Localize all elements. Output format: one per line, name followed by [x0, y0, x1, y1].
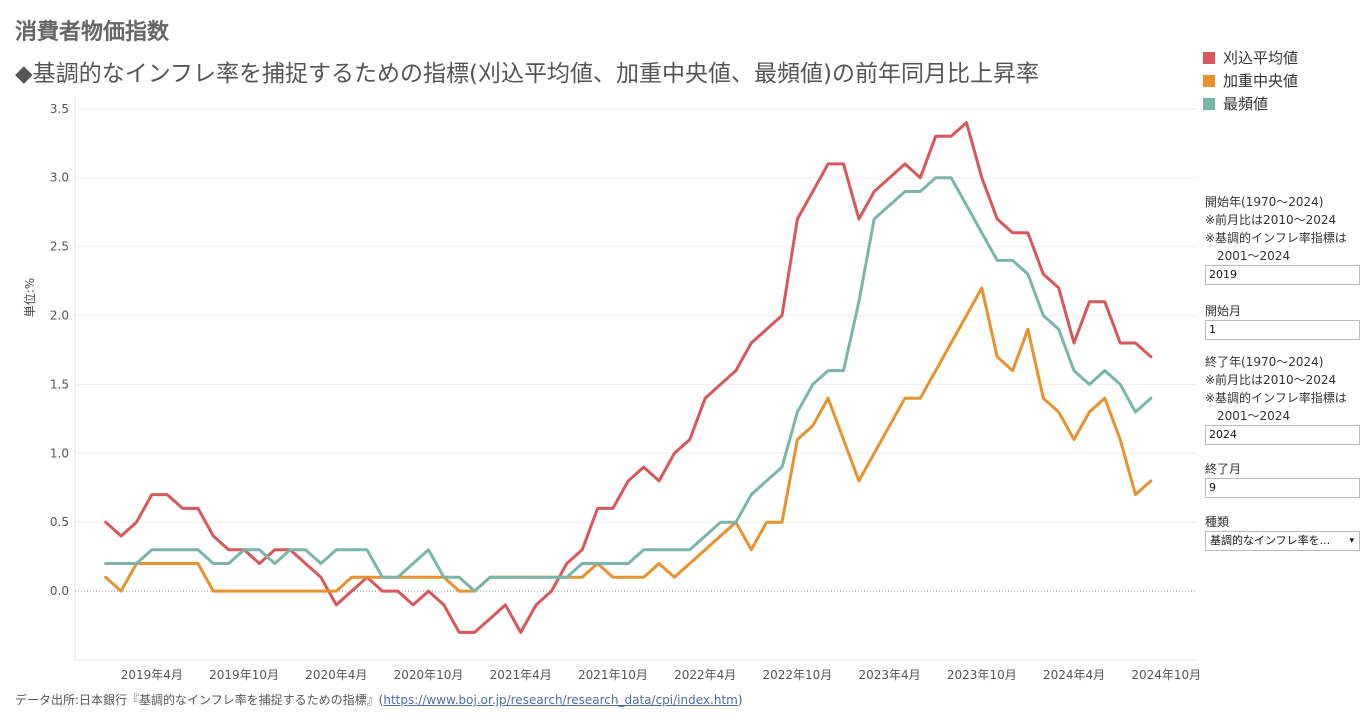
chart-title: ◆基調的なインフレ率を捕捉するための指標(刈込平均値、加重中央値、最頻値)の前年…: [15, 61, 1039, 87]
legend-item-mode[interactable]: 最頻値: [1203, 92, 1298, 115]
start-year-control: 開始年(1970〜2024) ※前月比は2010〜2024 ※基調的インフレ率指…: [1205, 193, 1360, 285]
legend-label: 加重中央値: [1223, 72, 1299, 90]
end-month-label: 終了月: [1205, 462, 1242, 476]
source-footer: データ出所:日本銀行『基調的なインフレ率を捕捉するための指標』(https://…: [15, 691, 743, 708]
end-year-label: 終了年(1970〜2024): [1205, 355, 1324, 369]
y-axis-label: 単位:%: [22, 278, 37, 317]
x-tick-label: 2022年10月: [762, 668, 832, 682]
y-tick-label: 1.5: [50, 377, 69, 391]
end-month-input[interactable]: 9: [1205, 478, 1360, 498]
legend-label: 最頻値: [1223, 95, 1269, 113]
x-tick-label: 2020年10月: [394, 668, 464, 682]
page-title: 消費者物価指数: [15, 20, 170, 45]
end-year-note-3: 2001〜2024: [1217, 409, 1291, 423]
line-chart: 0.0 0.5 1.0 1.5 2.0 2.5 3.0 3.5 単位:% 2019年4月 2019年…: [22, 95, 1200, 682]
x-tick-label: 2024年10月: [1131, 668, 1200, 682]
y-tick-label: 2.0: [50, 308, 69, 322]
kind-control: 種類 基調的なインフレ率を... ▾: [1205, 513, 1360, 551]
legend-label: 刈込平均値: [1223, 49, 1299, 67]
legend-item-trimmed-mean[interactable]: 刈込平均値: [1203, 46, 1298, 69]
legend: 刈込平均値 加重中央値 最頻値: [1203, 46, 1298, 115]
x-tick-label: 2023年4月: [859, 668, 921, 682]
series-line-3: [104, 176, 1153, 593]
start-year-input[interactable]: 2019: [1205, 265, 1360, 285]
x-tick-label: 2019年10月: [209, 668, 279, 682]
legend-swatch: [1203, 97, 1215, 110]
series-line-2: [104, 286, 1153, 593]
start-month-control: 開始月 1: [1205, 302, 1360, 340]
x-tick-label: 2021年4月: [490, 668, 552, 682]
y-tick-label: 0.5: [50, 515, 69, 529]
y-tick-label: 0.0: [50, 584, 69, 598]
x-tick-label: 2020年4月: [305, 668, 367, 682]
x-tick-label: 2019年4月: [121, 668, 183, 682]
start-month-input[interactable]: 1: [1205, 320, 1360, 340]
start-year-label: 開始年(1970〜2024): [1205, 195, 1324, 209]
x-tick-label: 2022年4月: [674, 668, 736, 682]
end-month-control: 終了月 9: [1205, 460, 1360, 498]
source-text: データ出所:日本銀行『基調的なインフレ率を捕捉するための指標』(: [15, 693, 384, 707]
x-tick-label: 2024年4月: [1043, 668, 1105, 682]
legend-item-weighted-median[interactable]: 加重中央値: [1203, 69, 1298, 92]
end-year-input[interactable]: 2024: [1205, 425, 1360, 445]
kind-select[interactable]: 基調的なインフレ率を... ▾: [1205, 531, 1360, 551]
y-tick-label: 1.0: [50, 446, 69, 460]
start-month-label: 開始月: [1205, 304, 1242, 318]
y-tick-label: 3.0: [50, 171, 69, 185]
legend-swatch: [1203, 74, 1215, 87]
legend-swatch: [1203, 51, 1215, 64]
kind-select-value: 基調的なインフレ率を...: [1210, 534, 1331, 547]
end-year-control: 終了年(1970〜2024) ※前月比は2010〜2024 ※基調的インフレ率指…: [1205, 353, 1360, 445]
y-tick-label: 3.5: [50, 102, 69, 116]
y-tick-label: 2.5: [50, 240, 69, 254]
kind-label: 種類: [1205, 515, 1230, 529]
source-close: ): [737, 693, 743, 707]
source-link[interactable]: https://www.boj.or.jp/research/research_…: [383, 693, 738, 707]
start-year-note-2: ※基調的インフレ率指標は: [1205, 231, 1347, 245]
start-year-note-1: ※前月比は2010〜2024: [1205, 213, 1337, 227]
end-year-note-2: ※基調的インフレ率指標は: [1205, 391, 1347, 405]
series-line-1: [104, 121, 1153, 634]
x-tick-label: 2023年10月: [947, 668, 1017, 682]
chevron-down-icon: ▾: [1349, 536, 1354, 546]
x-tick-label: 2021年10月: [578, 668, 648, 682]
end-year-note-1: ※前月比は2010〜2024: [1205, 373, 1337, 387]
start-year-note-3: 2001〜2024: [1217, 249, 1291, 263]
